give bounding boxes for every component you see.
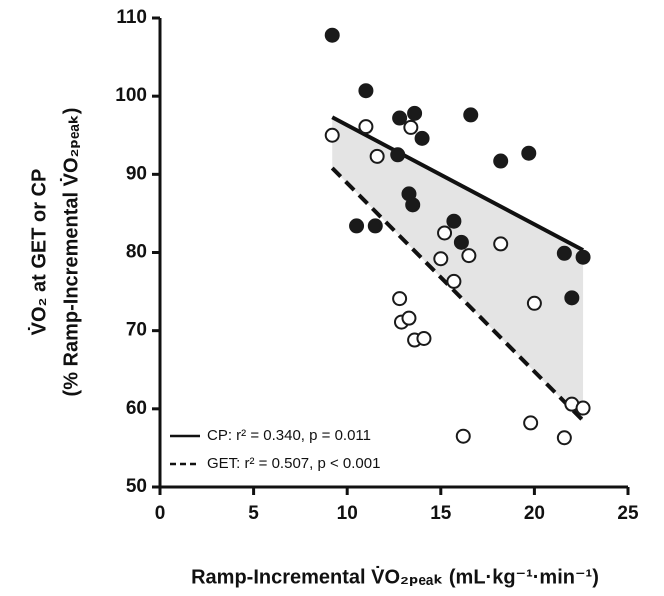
- x-tick-label: 0: [155, 503, 166, 524]
- fit-line: [330, 166, 585, 422]
- x-tick-label: 5: [248, 503, 259, 524]
- legend-label: GET: r² = 0.507, p < 0.001: [207, 455, 380, 472]
- point: [455, 428, 471, 444]
- point: [446, 273, 462, 289]
- y-tick-label: 110: [116, 7, 147, 28]
- y-tick-label: 100: [115, 85, 147, 106]
- point: [523, 415, 539, 431]
- point: [416, 330, 432, 346]
- x-tick-label: 10: [337, 503, 358, 524]
- x-tick-label: 15: [430, 503, 452, 524]
- point: [564, 290, 580, 306]
- point: [556, 245, 572, 261]
- point: [575, 400, 591, 416]
- point: [453, 234, 469, 250]
- point: [493, 236, 509, 252]
- x-axis-label: Ramp-Incremental V̇O₂ₚₑₐₖ (mL·kg⁻¹·min⁻¹…: [191, 564, 599, 588]
- point: [324, 127, 340, 143]
- legend-label: CP: r² = 0.340, p = 0.011: [207, 427, 371, 444]
- point: [461, 248, 477, 264]
- point: [463, 107, 479, 123]
- point: [390, 147, 406, 163]
- point: [349, 218, 365, 234]
- point: [358, 119, 374, 135]
- y-tick-label: 70: [126, 320, 147, 341]
- y-tick-label: 80: [126, 242, 147, 263]
- band: [332, 117, 584, 421]
- point: [401, 310, 417, 326]
- y-axis-label: (% Ramp-Incremental V̇O₂ₚₑₐₖ): [58, 108, 82, 397]
- point: [526, 295, 542, 311]
- y-tick-label: 90: [126, 163, 147, 184]
- x-tick-label: 20: [524, 503, 545, 524]
- point: [556, 430, 572, 446]
- point: [405, 197, 421, 213]
- y-tick-label: 60: [126, 398, 147, 419]
- point: [392, 291, 408, 307]
- point: [521, 145, 537, 161]
- point: [324, 27, 340, 43]
- point: [367, 218, 383, 234]
- point: [407, 105, 423, 121]
- point: [446, 213, 462, 229]
- point: [433, 251, 449, 267]
- point: [414, 130, 430, 146]
- x-tick-label: 25: [617, 503, 639, 524]
- point: [392, 110, 408, 126]
- point: [403, 119, 419, 135]
- y-tick-label: 50: [126, 476, 147, 497]
- point: [575, 249, 591, 265]
- point: [369, 148, 385, 164]
- point: [493, 153, 509, 169]
- fit-line: [331, 115, 585, 252]
- point: [437, 225, 453, 241]
- point: [358, 83, 374, 99]
- y-axis-label: V̇O₂ at GET or CP: [26, 169, 50, 336]
